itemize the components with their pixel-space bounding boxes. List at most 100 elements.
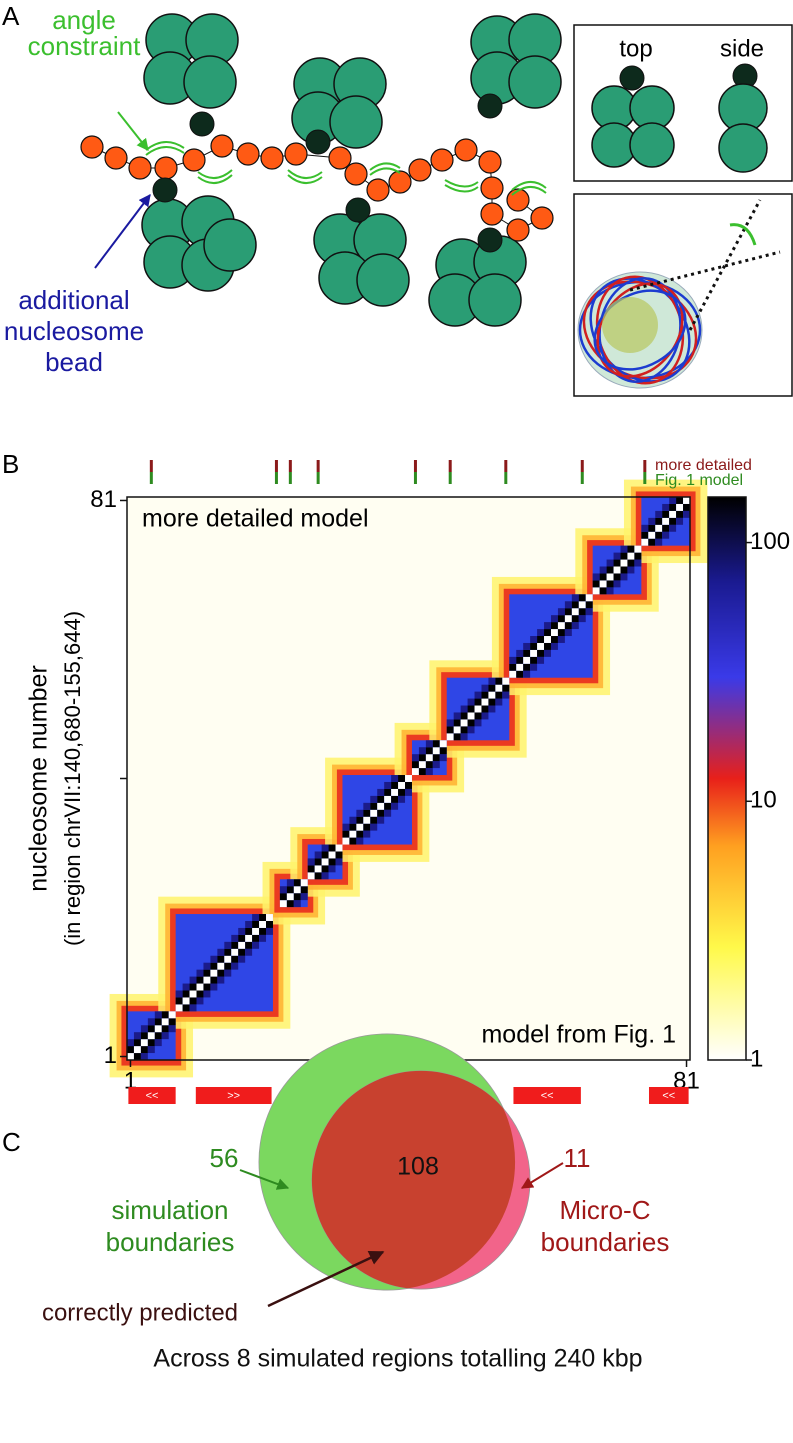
heatmap-cell xyxy=(245,934,253,942)
heatmap-cell xyxy=(363,830,371,838)
histone-bead xyxy=(508,55,562,109)
arrow xyxy=(117,111,149,151)
y-tick-label: 81 xyxy=(90,486,117,513)
heatmap-cell xyxy=(578,608,586,616)
heatmap-cell xyxy=(460,726,468,734)
heatmap-cell xyxy=(189,990,197,998)
heatmap-cell xyxy=(356,823,364,831)
heatmap-cell xyxy=(488,705,496,713)
heatmap-cell xyxy=(245,920,253,928)
heatmap-cell xyxy=(523,656,531,664)
heatmap-cell xyxy=(599,566,607,574)
heatmap-cell xyxy=(293,893,301,901)
heatmap-cell xyxy=(620,559,628,567)
heatmap-cell xyxy=(432,740,440,748)
heatmap-cell xyxy=(648,524,656,532)
colorbar-tick-label: 100 xyxy=(750,528,790,555)
heatmap-cell xyxy=(238,941,246,949)
heatmap-cell xyxy=(627,559,635,567)
heatmap-cell xyxy=(286,893,294,901)
heatmap-cell xyxy=(599,587,607,595)
venn-count: 108 xyxy=(397,1153,439,1181)
heatmap-cell xyxy=(564,622,572,630)
linker-bead xyxy=(530,206,554,230)
heatmap-cell xyxy=(140,1032,148,1040)
heatmap-cell xyxy=(154,1011,162,1019)
heatmap-cell xyxy=(349,823,357,831)
annotation: angle xyxy=(52,5,116,35)
heatmap-cell xyxy=(231,941,239,949)
heatmap-cell xyxy=(182,990,190,998)
linker-bead xyxy=(328,146,352,170)
heatmap-cell xyxy=(259,914,267,921)
heatmap-cell xyxy=(648,531,656,539)
heatmap-cell xyxy=(488,691,496,699)
heatmap-cell xyxy=(133,1046,141,1054)
heatmap-cell xyxy=(286,886,294,894)
heatmap-cell xyxy=(328,865,336,873)
heatmap-cell xyxy=(676,517,684,525)
angle-constraint xyxy=(197,174,233,184)
heatmap-cell xyxy=(620,573,628,581)
heatmap-cell xyxy=(370,795,378,803)
inset-box xyxy=(573,24,793,182)
heatmap-cell xyxy=(224,969,232,977)
heatmap-cell xyxy=(182,983,190,991)
set-name: boundaries xyxy=(106,1227,235,1257)
heatmap-cell xyxy=(189,983,197,991)
heatmap-cell xyxy=(564,629,572,637)
gene-strand-label: << xyxy=(146,1090,159,1102)
heatmap-cell xyxy=(606,573,614,581)
heatmap-cell xyxy=(446,726,454,734)
heatmap-cell xyxy=(662,531,670,539)
gene-bar xyxy=(195,1087,272,1104)
heatmap-cell xyxy=(252,934,260,942)
heatmap-cell xyxy=(328,851,336,859)
heatmap-cell xyxy=(523,642,531,650)
venn-overlap xyxy=(311,1070,516,1290)
histone-bead xyxy=(329,95,383,149)
heatmap-cell xyxy=(238,948,246,956)
heatmap-cell xyxy=(460,712,468,720)
heatmap-cell xyxy=(627,552,635,560)
heatmap-cell xyxy=(432,747,440,755)
heatmap-cell xyxy=(613,580,621,588)
heatmap-cell xyxy=(599,573,607,581)
histone-bead xyxy=(718,123,768,173)
linker-bead xyxy=(480,202,504,226)
heatmap-cell xyxy=(585,594,593,602)
heatmap-cell xyxy=(286,879,294,887)
nucleosome-bead xyxy=(189,111,215,137)
venn-count: 56 xyxy=(210,1143,239,1173)
heatmap-cell xyxy=(509,663,517,671)
heatmap-cell xyxy=(307,865,315,873)
heatmap-cell xyxy=(370,802,378,810)
heatmap-cell xyxy=(182,1004,190,1012)
histone-bead xyxy=(203,218,257,272)
heatmap-cell xyxy=(210,983,218,991)
gene-strand-label: << xyxy=(662,1090,675,1102)
heatmap-cell xyxy=(662,517,670,525)
heatmap-cell xyxy=(377,788,385,796)
linker-bead xyxy=(284,142,308,166)
heatmap-cell xyxy=(578,594,586,602)
heatmap-cell xyxy=(425,768,433,776)
linker-bead xyxy=(388,170,412,194)
heatmap-cell xyxy=(342,837,350,845)
heatmap-cell xyxy=(669,524,677,532)
angle-constraint xyxy=(145,141,185,151)
heatmap-cell xyxy=(224,941,232,949)
heatmap-cell xyxy=(544,629,551,637)
linker-bead xyxy=(154,156,178,180)
heatmap-cell xyxy=(203,962,211,970)
heatmap-cell xyxy=(578,615,586,623)
histone-bead xyxy=(183,55,237,109)
heatmap-cell xyxy=(363,816,371,824)
heatmap-cell xyxy=(425,740,433,748)
colorbar-tick-label: 10 xyxy=(750,787,777,814)
heatmap-cell xyxy=(356,830,364,838)
heatmap-cell xyxy=(557,615,565,623)
heatmap-cell xyxy=(648,538,656,546)
heatmap-cell xyxy=(259,920,267,928)
